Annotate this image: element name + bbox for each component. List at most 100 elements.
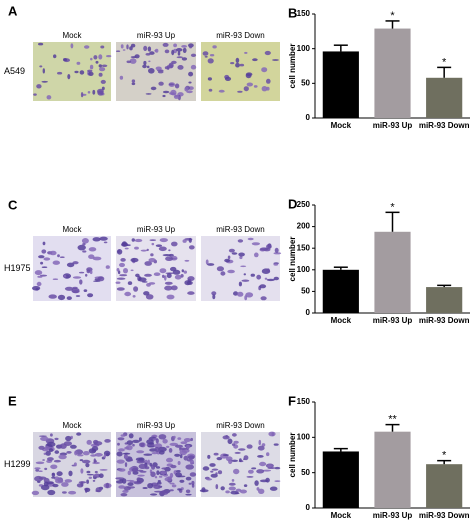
cell-blob (171, 241, 178, 247)
cell-blob (118, 468, 126, 472)
cell-blob (239, 489, 247, 494)
cell-blob (155, 466, 161, 469)
cell-blob (35, 461, 45, 465)
cell-blob (95, 487, 102, 493)
cell-blob (171, 484, 177, 488)
cell-blob (273, 263, 279, 266)
cell-blob (259, 461, 267, 467)
cell-blob (202, 466, 210, 471)
cell-blob (155, 438, 159, 444)
cell-blob (47, 457, 54, 461)
cell-blob (48, 448, 54, 452)
cell-blob (93, 441, 103, 446)
cell-blob (145, 93, 152, 95)
cell-blob (40, 436, 49, 441)
cell-blob (166, 457, 173, 463)
cell-blob (129, 58, 137, 64)
cell-blob (245, 292, 254, 298)
cell-blob (259, 284, 267, 289)
cell-blob (76, 61, 81, 65)
cell-blob (188, 482, 192, 485)
cell-blob (134, 246, 139, 250)
cell-blob (68, 470, 73, 477)
cell-blob (47, 489, 56, 496)
y-tick-label: 150 (297, 243, 311, 252)
cell-blob (46, 95, 52, 100)
cell-blob (231, 252, 238, 255)
cell-blob (233, 468, 240, 475)
cell-blob (79, 279, 83, 285)
panel-letter: B (288, 5, 297, 20)
cell-blob (161, 467, 168, 470)
cell-blob (34, 270, 43, 276)
cell-blob (151, 242, 155, 246)
cell-blob (169, 442, 179, 446)
cell-blob (212, 294, 216, 300)
cell-blob (131, 79, 136, 83)
error-bar (437, 284, 452, 288)
cell-blob (65, 435, 72, 442)
cell-blob (259, 479, 269, 483)
cell-blob (261, 86, 268, 92)
cell-blob (72, 276, 82, 279)
cell-blob (116, 287, 125, 291)
cell-blob (208, 88, 213, 92)
error-bar (437, 66, 452, 78)
cell-blob (258, 488, 265, 494)
cell-blob (267, 464, 272, 468)
cell-blob (164, 66, 170, 70)
significance-mark: * (442, 450, 447, 462)
cell-blob (185, 493, 192, 496)
cell-blob (217, 470, 223, 475)
cell-blob (39, 435, 47, 438)
error-bar (385, 211, 400, 232)
cell-blob (76, 432, 82, 436)
cell-line-label: H1299 (4, 459, 31, 469)
cell-blob (80, 92, 84, 98)
significance-mark: ** (388, 414, 397, 426)
cell-blob (122, 489, 129, 493)
cell-blob (215, 472, 218, 475)
cell-blob (273, 276, 279, 281)
cell-blob (230, 62, 235, 65)
cell-blob (220, 271, 226, 276)
cell-blob (88, 71, 94, 76)
cell-blob (244, 51, 248, 54)
cell-blob (57, 294, 66, 301)
cell-blob (175, 472, 183, 478)
cell-blob (211, 291, 217, 296)
cell-blob (239, 458, 242, 462)
cell-blob (171, 49, 175, 56)
cell-blob (119, 262, 125, 268)
cell-blob (183, 455, 189, 461)
cell-blob (266, 244, 272, 250)
significance-mark: * (390, 10, 395, 22)
cell-blob (159, 475, 163, 478)
cell-blob (149, 51, 155, 55)
cell-blob (62, 491, 67, 494)
cell-blob (191, 480, 195, 486)
cell-blob (82, 459, 91, 464)
x-tick-label: miR-93 Up (373, 121, 413, 130)
cell-blob (272, 59, 279, 61)
y-tick-label: 50 (301, 78, 310, 87)
cell-blob (181, 45, 188, 48)
cell-blob (80, 468, 84, 474)
cell-blob (134, 54, 140, 59)
y-tick-label: 200 (297, 222, 311, 231)
cell-blob (116, 451, 123, 457)
cell-blob (54, 450, 60, 454)
cell-blob (105, 265, 110, 269)
cell-blob (145, 53, 151, 56)
cell-blob (119, 75, 124, 80)
cell-blob (188, 81, 192, 84)
cell-blob (243, 484, 248, 487)
cell-blob (184, 259, 190, 262)
cell-blob (131, 82, 136, 86)
micrograph (115, 432, 197, 497)
cell-blob (148, 258, 156, 263)
cell-blob (174, 83, 180, 89)
cell-blob (38, 470, 43, 473)
cell-blob (57, 71, 63, 75)
